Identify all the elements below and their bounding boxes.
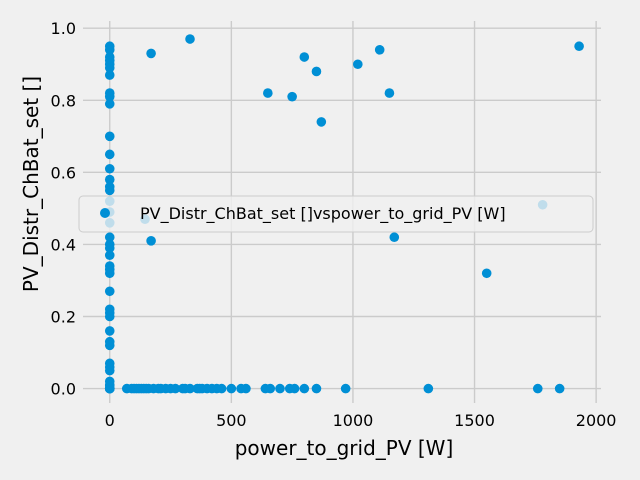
- data-point: [104, 149, 115, 160]
- data-point: [104, 70, 115, 80]
- data-point: [104, 383, 115, 394]
- data-point: [104, 63, 115, 73]
- y-axis-label: PV_Distr_ChBat_set []: [19, 76, 43, 292]
- data-point: [299, 52, 310, 62]
- data-point: [311, 66, 322, 77]
- data-point: [104, 365, 115, 376]
- data-point: [263, 88, 273, 98]
- x-axis-label: power_to_grid_PV [W]: [235, 436, 454, 460]
- data-point: [104, 250, 115, 261]
- y-tick-label: 0.2: [51, 308, 76, 327]
- data-point: [104, 174, 115, 185]
- data-point: [554, 383, 565, 394]
- data-point: [104, 286, 115, 297]
- data-point: [146, 236, 156, 246]
- data-point: [146, 48, 156, 59]
- data-point: [574, 41, 584, 52]
- x-tick-label: 1500: [454, 411, 495, 430]
- data-point: [104, 131, 115, 142]
- data-point: [275, 383, 285, 394]
- legend-box: [78, 195, 594, 233]
- data-point: [104, 311, 115, 322]
- data-point: [423, 383, 434, 394]
- legend: PV_Distr_ChBat_set []vspower_to_grid_PV …: [78, 195, 594, 233]
- data-point: [353, 59, 363, 70]
- data-point: [226, 383, 237, 394]
- data-point: [481, 268, 492, 279]
- data-point: [104, 185, 115, 196]
- data-point: [340, 383, 351, 394]
- data-point: [104, 243, 115, 253]
- data-point: [374, 45, 385, 55]
- data-point: [316, 117, 327, 127]
- data-point: [384, 88, 395, 98]
- data-point: [299, 383, 310, 394]
- data-point: [104, 340, 115, 351]
- data-point: [287, 91, 297, 102]
- data-point: [241, 383, 251, 394]
- x-tick-labels: 0 500 1000 1500 2000: [105, 411, 617, 430]
- data-point: [265, 383, 276, 394]
- data-point: [311, 383, 322, 394]
- data-point: [104, 326, 115, 336]
- data-point: [104, 91, 115, 102]
- x-tick-label: 500: [216, 411, 247, 430]
- data-point: [104, 268, 115, 279]
- data-point: [289, 383, 300, 394]
- data-point: [104, 99, 115, 109]
- data-point: [389, 232, 400, 243]
- legend-marker: [100, 208, 110, 218]
- data-point: [104, 45, 115, 55]
- y-tick-label: 0.8: [51, 91, 76, 110]
- y-tick-label: 1.0: [51, 19, 76, 38]
- data-point: [104, 163, 115, 174]
- data-point: [104, 232, 115, 243]
- data-point: [170, 383, 181, 394]
- y-tick-labels: 0.0 0.2 0.4 0.6 0.8 1.0: [51, 19, 76, 398]
- data-point: [185, 34, 195, 44]
- data-point: [185, 383, 195, 394]
- y-tick-label: 0.0: [51, 380, 76, 399]
- legend-entry-label: PV_Distr_ChBat_set []vspower_to_grid_PV …: [140, 204, 506, 224]
- y-tick-label: 0.4: [51, 235, 76, 254]
- x-tick-label: 2000: [576, 411, 617, 430]
- y-tick-label: 0.6: [51, 163, 76, 182]
- data-point: [532, 383, 543, 394]
- data-point: [216, 383, 227, 394]
- x-tick-label: 0: [105, 411, 115, 430]
- x-tick-label: 1000: [333, 411, 374, 430]
